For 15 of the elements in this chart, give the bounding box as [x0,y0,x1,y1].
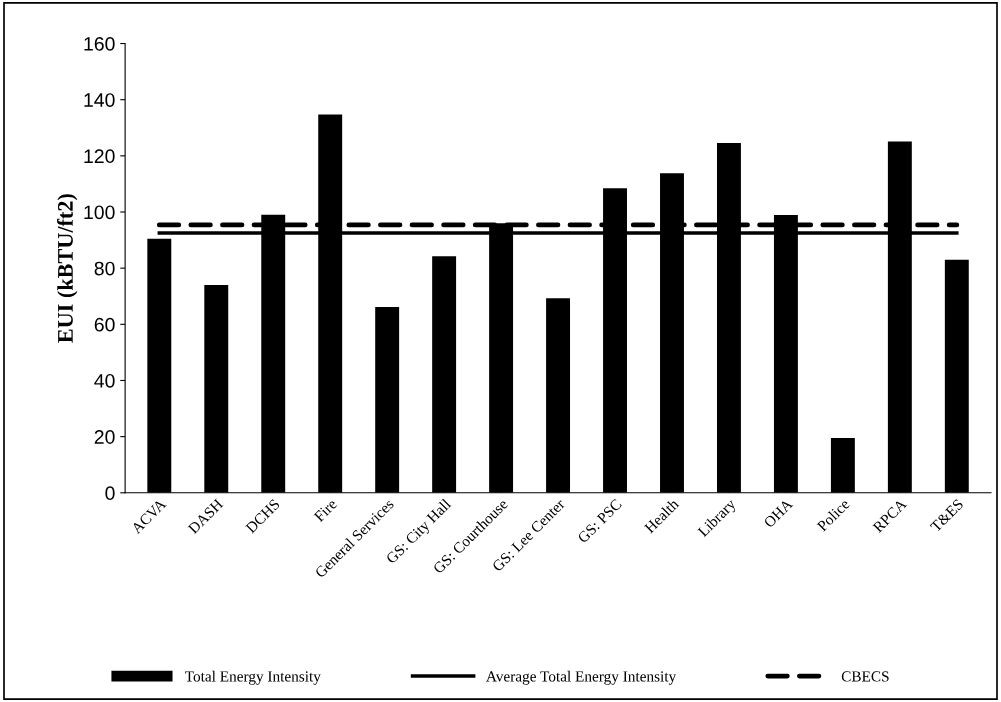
legend-label: Average Total Energy Intensity [486,670,677,685]
x-tick-label: GS: PSC [577,498,623,544]
y-tick-label: 140 [84,93,115,107]
y-tick-label: 20 [94,430,115,444]
legend-label: CBECS [841,671,889,682]
x-tick-label: Fire [313,498,338,523]
y-tick-label: 100 [84,205,115,220]
legend-label: Total Energy Intensity [185,670,321,685]
y-tick-label: 160 [84,36,115,51]
y-tick-label: 120 [84,149,115,164]
y-tick-label: 40 [94,373,115,388]
y-tick-label: 80 [94,261,115,276]
y-tick-label: 60 [94,317,115,332]
y-tick-label: 0 [105,486,115,501]
y-axis-title: EUI (kBTU/ft2) [57,194,78,343]
